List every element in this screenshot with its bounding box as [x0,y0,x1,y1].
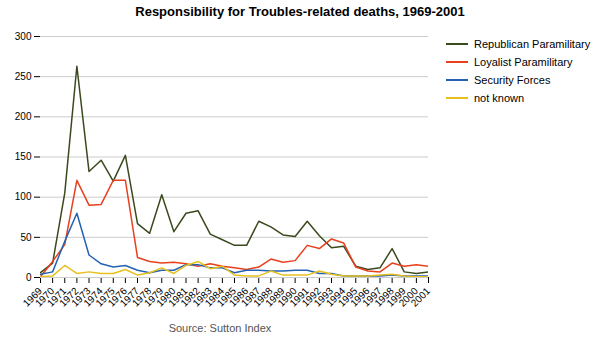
svg-text:1982: 1982 [178,285,202,309]
svg-text:1972: 1972 [57,285,81,309]
svg-text:1991: 1991 [287,285,311,309]
svg-text:250: 250 [15,71,32,82]
svg-text:1998: 1998 [372,285,396,309]
svg-text:1973: 1973 [69,285,93,309]
html-text:Source: Sutton Index: Source: Sutton Index [168,322,272,334]
svg-text:2001: 2001 [409,285,433,309]
svg-text:0: 0 [26,272,32,283]
svg-text:300: 300 [15,31,32,42]
svg-text:1976: 1976 [105,285,130,309]
svg-text:1990: 1990 [275,285,299,309]
html-text:Security Forces: Security Forces [474,74,551,86]
svg-text:1975: 1975 [93,285,117,309]
html-text:Responsibility for Troubles-re: Responsibility for Troubles-related deat… [135,4,465,19]
svg-text:1983: 1983 [190,285,214,309]
svg-text:1981: 1981 [166,285,190,309]
svg-text:1971: 1971 [44,285,69,309]
svg-text:1977: 1977 [117,285,142,309]
svg-text:200: 200 [15,111,32,122]
svg-text:1999: 1999 [384,285,408,309]
svg-text:1997: 1997 [360,285,384,309]
svg-text:1974: 1974 [81,285,105,309]
svg-text:1970: 1970 [32,285,57,309]
svg-text:1978: 1978 [129,285,154,309]
svg-text:1988: 1988 [251,285,275,309]
svg-text:1996: 1996 [348,285,372,309]
svg-text:1980: 1980 [154,285,178,309]
svg-text:1985: 1985 [214,285,239,309]
svg-text:1995: 1995 [335,285,360,309]
svg-text:1969: 1969 [20,285,45,309]
svg-text:1979: 1979 [141,285,166,309]
svg-text:1989: 1989 [263,285,287,309]
svg-text:150: 150 [15,151,32,162]
svg-text:1987: 1987 [238,285,263,309]
svg-text:1986: 1986 [226,285,251,309]
svg-text:1984: 1984 [202,285,227,309]
svg-text:1993: 1993 [311,285,336,309]
html-text:Loyalist Paramilitary: Loyalist Paramilitary [474,56,573,68]
svg-text:1994: 1994 [323,285,348,309]
svg-text:100: 100 [15,191,32,202]
svg-text:2000: 2000 [396,285,421,309]
svg-text:1992: 1992 [299,285,324,309]
svg-text:50: 50 [20,232,32,243]
html-text:not known: not known [474,92,525,104]
html-text:Republican Paramilitary: Republican Paramilitary [474,38,591,50]
